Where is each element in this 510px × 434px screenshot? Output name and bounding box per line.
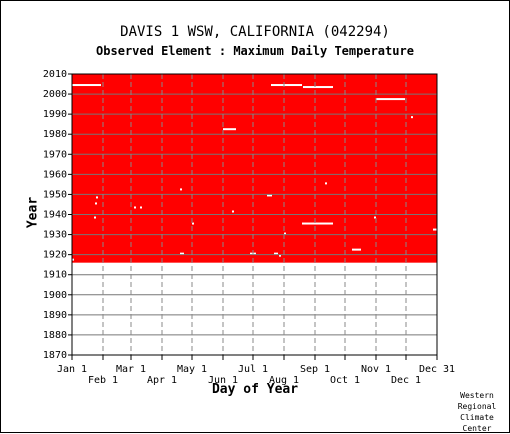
x-tick-label: Jun 1: [208, 375, 238, 386]
missing-data-segment: [352, 248, 361, 251]
observed-data-block: [72, 74, 437, 263]
credit-line: Climate: [460, 413, 494, 422]
credit-line: Regional: [457, 402, 497, 411]
y-tick-label: 1930: [43, 230, 67, 241]
missing-data-segment: [96, 196, 98, 199]
missing-data-segment: [223, 128, 236, 131]
missing-data-segment: [95, 202, 97, 205]
x-tick-label: May 1: [177, 364, 207, 375]
missing-data-segment: [232, 210, 234, 213]
missing-data-segment: [267, 194, 272, 197]
y-tick-label: 1970: [43, 149, 67, 160]
missing-data-segment: [303, 86, 333, 89]
y-tick-label: 1900: [43, 290, 67, 301]
missing-data-segment: [72, 84, 101, 87]
y-tick-label: 1960: [43, 169, 67, 180]
x-tick-label: Aug 1: [269, 375, 299, 386]
x-tick-label: Dec 31: [419, 364, 455, 375]
missing-data-segment: [433, 228, 437, 231]
y-tick-label: 1950: [43, 189, 67, 200]
y-tick-label: 1870: [43, 350, 67, 361]
missing-data-segment: [411, 116, 413, 119]
y-axis-label: Year: [25, 196, 41, 229]
y-axis: 1870 1880 1890 1900 1910 1920 1930 1940 1950 1960…: [43, 69, 72, 361]
y-tick-label: 1880: [43, 330, 67, 341]
x-tick-label: Jul 1: [238, 364, 268, 375]
chart-title: DAVIS 1 WSW, CALIFORNIA (042294): [120, 24, 390, 40]
missing-data-segment: [376, 98, 405, 101]
missing-data-segment: [72, 258, 74, 261]
x-axis-label: Day of Year: [211, 382, 299, 397]
missing-data-segment: [302, 222, 333, 225]
missing-data-segment: [374, 216, 376, 219]
missing-data-segment: [180, 188, 182, 191]
x-tick-label: Apr 1: [147, 375, 177, 386]
missing-data-segment: [279, 254, 281, 257]
credit-line: Western: [460, 391, 494, 400]
x-tick-label: Nov 1: [361, 364, 391, 375]
x-tick-label: Jan 1: [57, 364, 87, 375]
x-axis: Jan 1 Mar 1 May 1 Jul 1 Sep 1 Nov 1 Dec 31 Feb …: [57, 355, 455, 386]
credit-line: Center: [462, 424, 492, 433]
missing-data-segment: [192, 222, 194, 225]
missing-data-segment: [134, 206, 136, 209]
y-tick-label: 2000: [43, 89, 67, 100]
y-tick-label: 2010: [43, 69, 67, 80]
x-tick-label: Oct 1: [330, 375, 360, 386]
missing-data-segment: [180, 252, 184, 255]
credit-text: Western Regional Climate Center: [457, 390, 497, 434]
missing-data-segment: [140, 206, 142, 209]
x-tick-label: Sep 1: [300, 364, 330, 375]
missing-data-segment: [325, 182, 327, 185]
y-tick-label: 1980: [43, 129, 67, 140]
y-tick-label: 1910: [43, 270, 67, 281]
missing-data-segment: [274, 252, 278, 255]
y-tick-label: 1920: [43, 250, 67, 261]
missing-data-segment: [284, 232, 286, 235]
x-tick-label: Dec 1: [391, 375, 421, 386]
y-tick-label: 1890: [43, 310, 67, 321]
x-tick-label: Feb 1: [88, 375, 118, 386]
y-tick-label: 1940: [43, 210, 67, 221]
chart-subtitle: Observed Element : Maximum Daily Tempera…: [96, 44, 414, 58]
data-layer: [72, 74, 437, 263]
missing-data-segment: [271, 84, 302, 87]
missing-data-segment: [94, 216, 96, 219]
grid-layer: [72, 74, 437, 355]
y-tick-label: 1990: [43, 109, 67, 120]
x-tick-label: Mar 1: [116, 364, 146, 375]
